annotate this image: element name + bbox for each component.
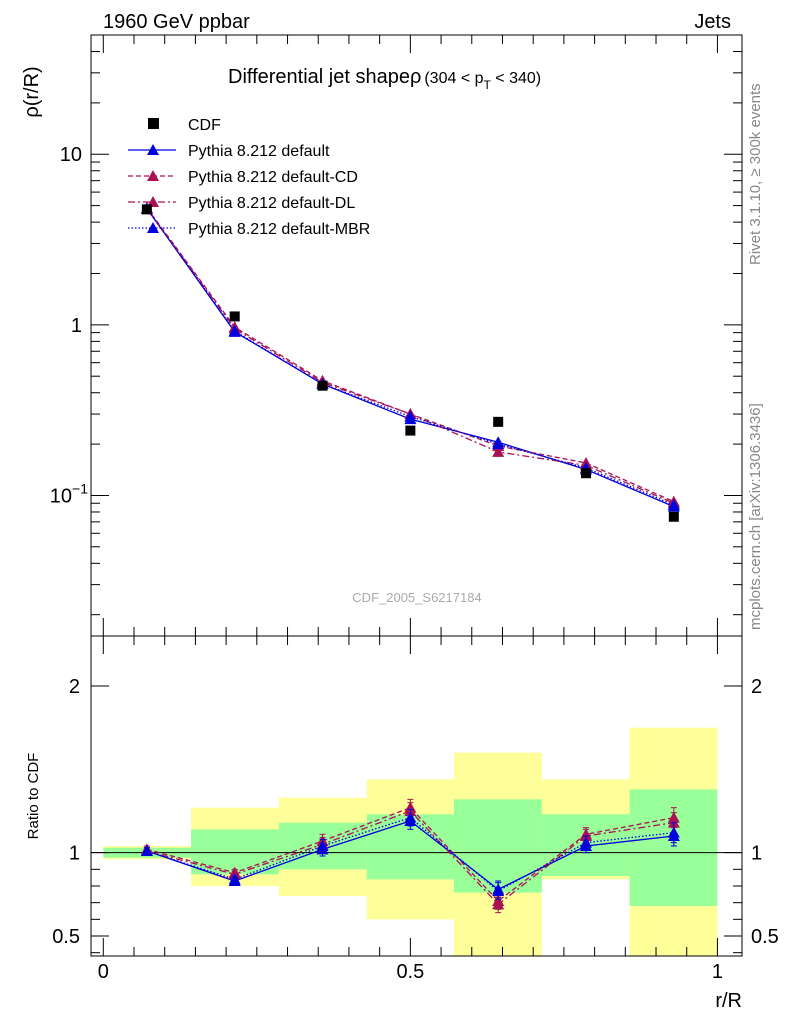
legend-label: Pythia 8.212 default-DL: [188, 195, 355, 212]
mcplots-info: mcplots.cern.ch [arXiv:1306.3436]: [747, 403, 764, 630]
cdf-point: [581, 468, 592, 479]
legend-label: Pythia 8.212 default-CD: [188, 169, 358, 186]
ratio-frame: [90, 635, 743, 957]
legend-marker: [147, 222, 159, 233]
x-tick-label: 0.5: [396, 961, 424, 983]
ratio-marker: [492, 898, 505, 910]
y-tick-exp: −1: [72, 480, 88, 496]
main-marker: [404, 410, 417, 422]
ratio-ticks: 2 2 1 1 0.5 0.5 0 0.5 1: [52, 636, 779, 983]
legend-marker: [147, 196, 159, 207]
ratio-y-tick-label-left: 1: [69, 843, 80, 865]
green-band: [629, 789, 718, 906]
ratio-y-tick-label-left: 2: [69, 676, 80, 698]
header-process: Jets: [694, 11, 731, 33]
main-frame: [90, 34, 743, 637]
cdf-point: [493, 416, 504, 427]
analysis-watermark: CDF_2005_S6217184: [352, 590, 481, 605]
main-marker: [667, 498, 680, 510]
main-marker: [228, 325, 241, 337]
legend-label: Pythia 8.212 default-MBR: [188, 221, 370, 238]
ratio-y-label: Ratio to CDF: [25, 753, 42, 840]
uncertainty-bands: [103, 727, 718, 956]
x-tick-label: 1: [712, 961, 723, 983]
cdf-point: [141, 204, 152, 215]
legend-label: CDF: [188, 117, 221, 134]
ratio-marker: [228, 873, 241, 885]
x-axis-label: r/R: [715, 990, 742, 1012]
main-marker: [492, 438, 505, 450]
main-marker: [492, 445, 505, 457]
ratio-marker: [316, 840, 329, 851]
ratio-series: [140, 798, 680, 914]
y-tick-label: 1: [71, 315, 82, 337]
legend-label: Pythia 8.212 default: [188, 143, 330, 160]
header-energy: 1960 GeV ppbar: [103, 11, 250, 33]
legend: CDF Pythia 8.212 default Pythia 8.212 defa…: [128, 117, 370, 238]
x-tick-label: 0: [98, 961, 109, 983]
ratio-panel: 2 2 1 1 0.5 0.5 0 0.5 1 Ratio to CDF r/R: [25, 635, 779, 1012]
cdf-point: [317, 380, 328, 391]
ratio-marker: [492, 885, 505, 896]
green-band: [453, 799, 542, 893]
main-series: [140, 201, 680, 522]
ratio-marker: [404, 811, 417, 823]
y-tick-label: 10−1: [50, 480, 88, 507]
cdf-point: [229, 311, 240, 322]
legend-marker-cdf: [148, 118, 159, 129]
ratio-y-tick-label-left: 0.5: [52, 926, 80, 948]
main-y-label: ρ(r/R): [21, 66, 43, 117]
ratio-marker: [580, 836, 593, 848]
ratio-marker: [140, 845, 153, 856]
cdf-point: [668, 511, 679, 522]
ratio-y-tick-label-right: 2: [751, 676, 762, 698]
ratio-marker: [667, 826, 680, 838]
y-tick-label: 10: [60, 144, 82, 166]
legend-marker: [147, 144, 159, 155]
ratio-y-tick-label-right: 0.5: [751, 926, 779, 948]
y-tick-base: 10: [50, 485, 72, 507]
cdf-point: [405, 425, 416, 436]
legend-marker: [147, 170, 159, 181]
main-title: Differential jet shapeρ (304 < pT < 340): [228, 66, 541, 92]
ratio-y-tick-label-right: 1: [751, 843, 762, 865]
rivet-info: Rivet 3.1.10, ≥ 300k events: [747, 83, 764, 265]
